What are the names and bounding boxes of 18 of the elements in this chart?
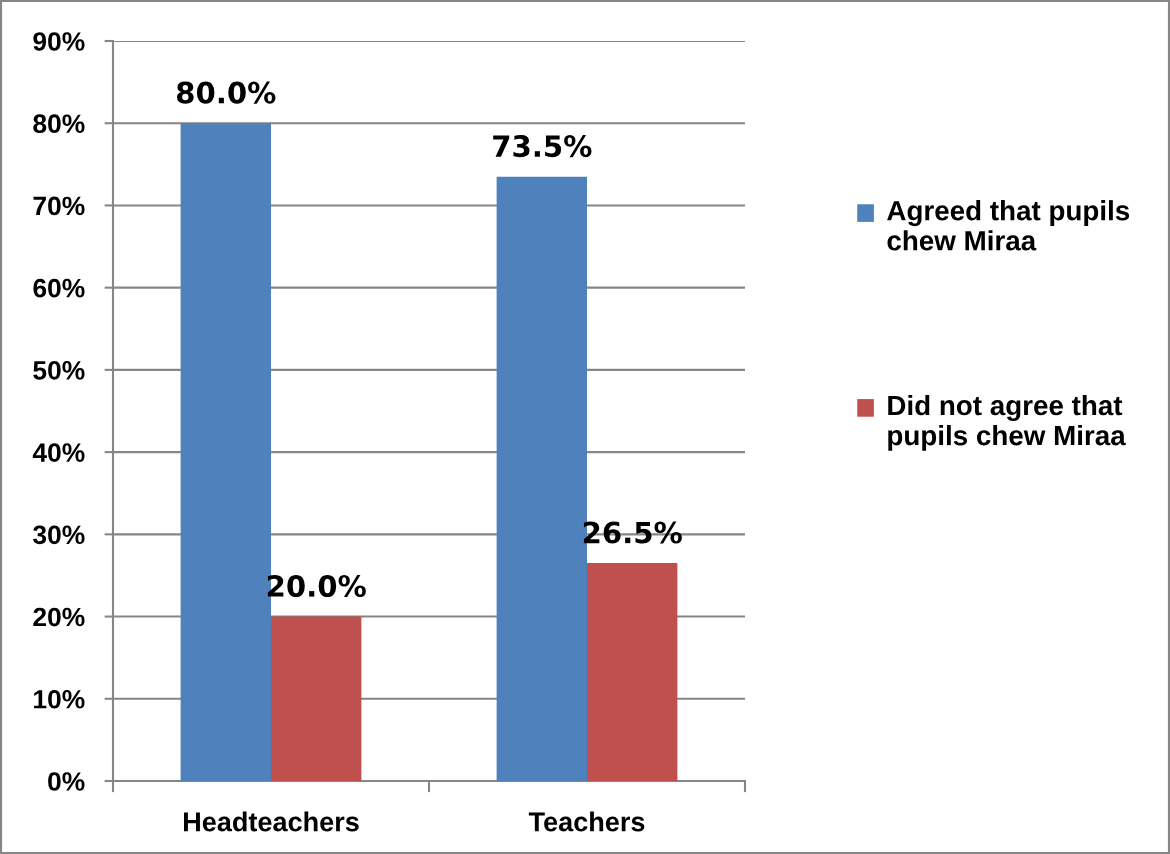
y-tick-label: 20% — [33, 607, 85, 627]
y-tick-label: 60% — [33, 278, 85, 298]
data-label: 80.0% — [177, 81, 276, 104]
y-tick-label: 80% — [33, 114, 85, 134]
legend-label: Agreed that pupils chew Miraa — [887, 200, 1130, 251]
data-label: 73.5% — [493, 135, 592, 158]
y-tick-label: 90% — [33, 32, 85, 51]
bar — [587, 563, 678, 781]
y-tick-label: 50% — [33, 361, 85, 380]
y-tick-label: 30% — [33, 525, 85, 545]
x-tick-label: Headteachers — [184, 811, 359, 832]
y-tick-label: 0% — [48, 772, 85, 791]
legend-label: Did not agree that pupils chew Miraa — [888, 394, 1126, 451]
x-tick-label: Teachers — [528, 811, 645, 832]
bar — [271, 616, 362, 781]
y-tick-label: 40% — [32, 443, 85, 462]
y-tick-label: 10% — [34, 689, 85, 709]
y-tick-label: 70% — [33, 196, 85, 216]
